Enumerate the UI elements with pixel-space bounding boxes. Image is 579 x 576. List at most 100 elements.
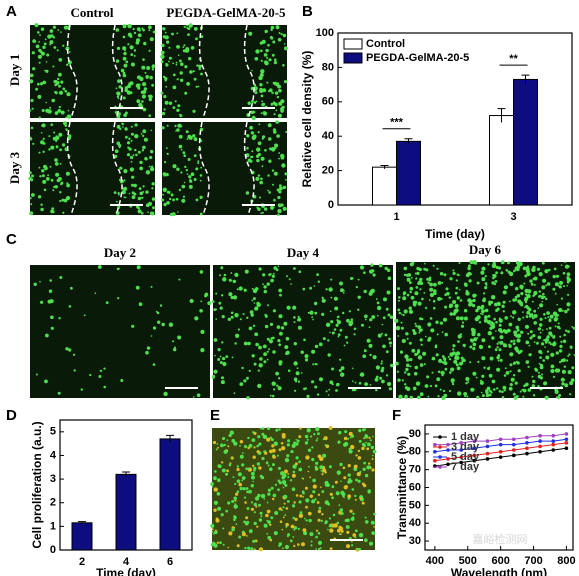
cell: [242, 452, 244, 454]
cell: [54, 185, 58, 189]
cell: [188, 175, 192, 179]
cell: [539, 376, 544, 380]
cell: [261, 211, 264, 214]
cell: [281, 480, 287, 485]
cell: [444, 367, 448, 371]
cell: [520, 286, 524, 290]
cell: [164, 100, 169, 105]
cell: [260, 475, 265, 480]
cell: [379, 376, 383, 380]
cell: [148, 165, 151, 168]
cell: [328, 517, 331, 520]
cell: [543, 313, 546, 316]
cell: [347, 437, 350, 440]
cell: [564, 383, 569, 388]
cell: [431, 371, 434, 374]
cell: [272, 101, 276, 105]
cell: [29, 73, 34, 78]
cell: [116, 200, 118, 203]
cell: [306, 394, 310, 398]
cell: [529, 279, 533, 283]
cell: [195, 167, 199, 171]
cell: [334, 306, 339, 311]
cell: [164, 79, 167, 82]
cell: [376, 301, 380, 305]
cell: [404, 394, 408, 399]
cell: [364, 318, 367, 321]
cell: [523, 384, 526, 388]
cell: [498, 348, 502, 352]
cell: [453, 359, 458, 364]
cell: [125, 60, 129, 64]
x-axis-label: Time (day): [425, 227, 485, 241]
wound-edge: [111, 24, 123, 119]
cell: [256, 301, 260, 306]
cell: [257, 383, 262, 389]
cell: [269, 449, 273, 454]
cell: [135, 83, 141, 88]
cell: [524, 288, 529, 293]
cell: [321, 298, 326, 303]
cell: [43, 164, 47, 169]
cell: [567, 370, 572, 375]
cell: [230, 311, 234, 315]
cell: [363, 271, 366, 275]
cell: [472, 371, 477, 376]
cell: [566, 277, 572, 282]
cell: [271, 274, 275, 278]
cell: [293, 544, 296, 548]
micrograph: [28, 23, 156, 119]
cell: [372, 273, 376, 277]
cell: [166, 40, 170, 44]
cell: [363, 428, 367, 431]
cell: [270, 36, 274, 40]
cell: [274, 483, 277, 486]
cell: [557, 322, 560, 325]
cell: [359, 265, 365, 270]
wound-edge: [66, 24, 78, 119]
cell: [528, 344, 531, 347]
cell: [504, 367, 507, 370]
cell: [45, 69, 49, 73]
cell: [268, 348, 270, 351]
cell: [456, 304, 459, 307]
cell: [217, 446, 220, 449]
cell: [515, 261, 520, 265]
cell: [572, 326, 576, 330]
row-label: Day 1: [7, 54, 22, 86]
cell: [417, 355, 423, 360]
cell: [236, 490, 240, 494]
cell: [519, 390, 522, 393]
cell: [270, 486, 274, 490]
cell: [53, 79, 57, 84]
cell: [472, 342, 477, 347]
cell: [263, 111, 267, 116]
cell: [406, 363, 410, 368]
cell: [554, 282, 559, 287]
cell: [246, 147, 249, 150]
cell: [151, 68, 155, 71]
cell: [253, 521, 257, 526]
cell: [542, 359, 545, 362]
cell: [538, 362, 541, 365]
cell: [47, 299, 52, 304]
cell: [350, 318, 354, 322]
cell: [347, 494, 352, 499]
cell: [239, 454, 244, 459]
cell: [219, 541, 222, 545]
cell: [211, 486, 214, 488]
cell: [250, 110, 255, 115]
cell: [267, 535, 272, 540]
cell: [239, 486, 243, 491]
cell: [541, 373, 543, 376]
cell: [123, 63, 128, 68]
cell: [533, 276, 538, 281]
cell: [384, 266, 388, 271]
cell: [345, 525, 350, 529]
cell: [444, 332, 449, 337]
cell: [370, 263, 374, 267]
cell: [193, 154, 197, 158]
cell: [239, 318, 242, 321]
cell: [42, 179, 47, 184]
cell: [470, 327, 475, 332]
